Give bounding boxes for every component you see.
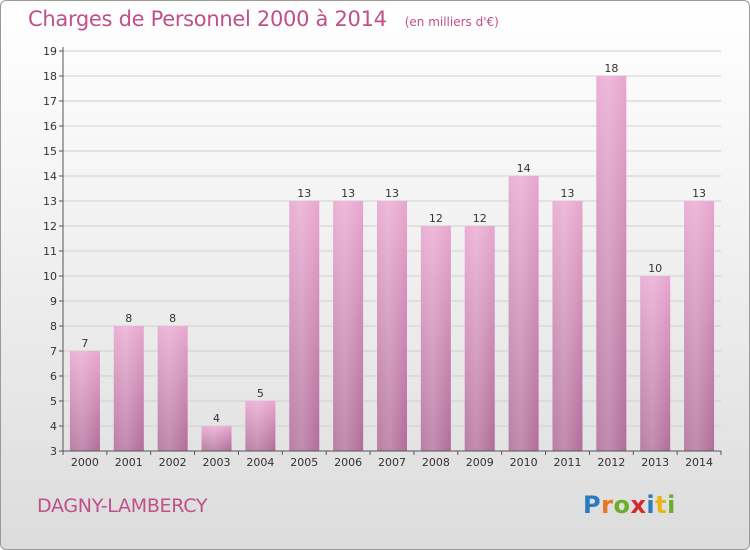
logo-letter: P bbox=[583, 491, 602, 519]
bar-value-label: 13 bbox=[385, 187, 399, 200]
bar-highlight bbox=[201, 426, 232, 451]
logo-letter: o bbox=[613, 491, 631, 519]
bar-value-label: 7 bbox=[81, 337, 88, 350]
chart-unit: (en milliers d'€) bbox=[404, 15, 499, 29]
y-tick-label: 18 bbox=[43, 70, 57, 83]
bar-highlight bbox=[157, 326, 188, 451]
x-tick-label: 2008 bbox=[422, 456, 450, 469]
y-tick-label: 7 bbox=[50, 345, 57, 358]
y-tick-label: 9 bbox=[50, 295, 57, 308]
bar-value-label: 12 bbox=[473, 212, 487, 225]
y-tick-label: 5 bbox=[50, 395, 57, 408]
y-tick-label: 14 bbox=[43, 170, 57, 183]
x-tick-label: 2000 bbox=[71, 456, 99, 469]
bar-value-label: 8 bbox=[125, 312, 132, 325]
bar-highlight bbox=[552, 201, 583, 451]
bar-highlight bbox=[377, 201, 407, 451]
x-tick-label: 2013 bbox=[641, 456, 669, 469]
bar-chart: 7 8 8 4 5 13 13 13 12 12 14 13 18 10 13 3 4 5 6 7 8 9 10 11 12 1… bbox=[43, 45, 722, 469]
bar-value-label: 4 bbox=[213, 412, 220, 425]
y-tick-label: 11 bbox=[43, 245, 57, 258]
bar-value-label: 5 bbox=[257, 387, 264, 400]
bar-value-label: 13 bbox=[692, 187, 706, 200]
bar-highlight bbox=[69, 351, 100, 451]
x-tick-label: 2002 bbox=[159, 456, 187, 469]
bar-highlight bbox=[289, 201, 320, 451]
bar-value-label: 8 bbox=[169, 312, 176, 325]
bar-highlight bbox=[333, 201, 364, 451]
title-row: Charges de Personnel 2000 à 2014 (en mill… bbox=[28, 7, 499, 31]
bar-value-label: 14 bbox=[517, 162, 531, 175]
x-tick-label: 2009 bbox=[466, 456, 494, 469]
bar-highlight bbox=[684, 201, 715, 451]
y-tick-label: 19 bbox=[43, 45, 57, 58]
bar-highlight bbox=[640, 276, 671, 451]
chart-title: Charges de Personnel 2000 à 2014 bbox=[28, 7, 387, 31]
bar-value-label: 13 bbox=[560, 187, 574, 200]
bar-highlight bbox=[508, 176, 539, 451]
bar-highlight bbox=[420, 226, 451, 451]
bar-value-label: 10 bbox=[648, 262, 662, 275]
proxiti-logo: Proxiti bbox=[583, 491, 676, 519]
logo-letter: x bbox=[630, 491, 647, 519]
bar-value-label: 13 bbox=[341, 187, 355, 200]
bar-highlight bbox=[596, 76, 627, 451]
bar-highlight bbox=[113, 326, 144, 451]
x-tick-label: 2006 bbox=[334, 456, 362, 469]
x-tick-label: 2010 bbox=[510, 456, 538, 469]
y-tick-label: 4 bbox=[50, 420, 57, 433]
x-tick-label: 2001 bbox=[115, 456, 143, 469]
y-tick-label: 12 bbox=[43, 220, 57, 233]
logo-letter: i bbox=[667, 491, 676, 519]
logo-letter: i bbox=[646, 491, 656, 519]
commune-name: DAGNY-LAMBERCY bbox=[37, 495, 208, 517]
logo-letter: t bbox=[655, 491, 668, 519]
y-tick-label: 6 bbox=[50, 370, 57, 383]
y-tick-label: 10 bbox=[43, 270, 57, 283]
x-tick-label: 2011 bbox=[553, 456, 581, 469]
bar-highlight bbox=[464, 226, 495, 451]
y-tick-label: 3 bbox=[50, 445, 57, 458]
x-tick-label: 2003 bbox=[203, 456, 231, 469]
y-tick-label: 8 bbox=[50, 320, 57, 333]
y-tick-label: 17 bbox=[43, 95, 57, 108]
bar-highlight bbox=[245, 401, 276, 451]
y-tick-label: 16 bbox=[43, 120, 57, 133]
logo-letter: r bbox=[601, 491, 614, 519]
x-tick-label: 2007 bbox=[378, 456, 406, 469]
bar-value-label: 18 bbox=[604, 62, 618, 75]
bar-value-label: 12 bbox=[429, 212, 443, 225]
x-tick-label: 2012 bbox=[597, 456, 625, 469]
x-tick-label: 2004 bbox=[246, 456, 274, 469]
bar-value-label: 13 bbox=[297, 187, 311, 200]
y-tick-label: 13 bbox=[43, 195, 57, 208]
y-tick-label: 15 bbox=[43, 145, 57, 158]
x-tick-label: 2005 bbox=[290, 456, 318, 469]
x-tick-label: 2014 bbox=[685, 456, 713, 469]
